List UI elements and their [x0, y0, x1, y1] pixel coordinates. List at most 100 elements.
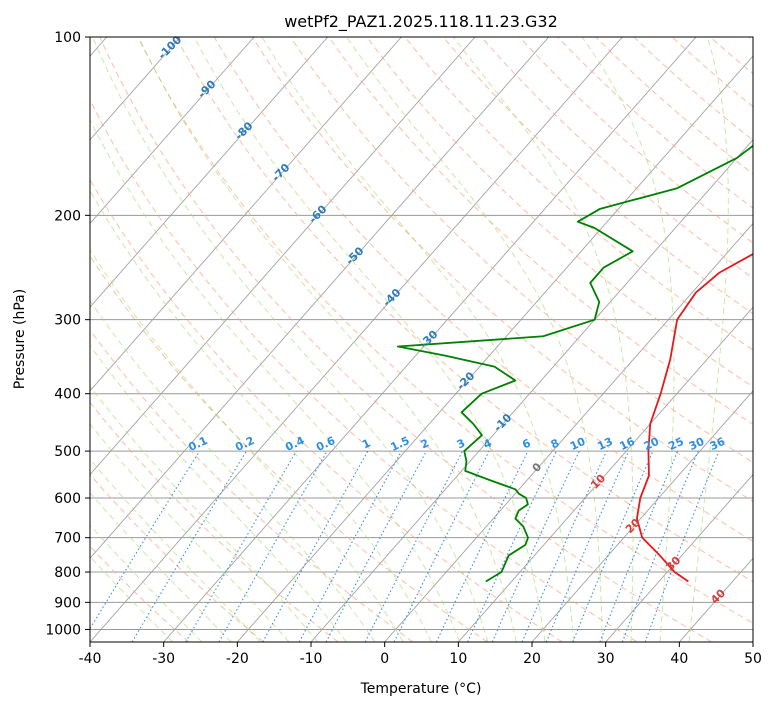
moist-adiabat-lines — [90, 37, 729, 642]
mixing-ratio-line — [491, 450, 580, 642]
moist-adiabat — [90, 344, 347, 642]
y-tick-label: 300 — [54, 313, 81, 329]
dry-adiabat — [90, 98, 638, 642]
y-tick-label: 700 — [54, 531, 81, 547]
isotherm--40 — [90, 37, 623, 642]
isotherm--90 — [90, 37, 255, 225]
moist-adiabat — [90, 458, 261, 642]
mixing-ratio-line — [467, 450, 558, 642]
mixing-ratio-label: 10 — [568, 435, 588, 453]
moist-adiabat — [92, 37, 489, 642]
mixing-ratio-line — [90, 450, 200, 630]
mixing-ratio-line — [218, 450, 328, 642]
y-tick-label: 800 — [54, 565, 81, 581]
x-tick-label: -10 — [300, 651, 323, 667]
mixing-ratio-label: 30 — [687, 435, 707, 453]
dewpoint-trace — [397, 144, 753, 583]
moist-adiabat — [90, 423, 290, 642]
x-tick-label: 30 — [597, 651, 615, 667]
dry-adiabat — [90, 255, 488, 642]
moist-adiabat — [90, 248, 404, 642]
dry-adiabat — [90, 178, 563, 642]
moist-adiabat — [90, 299, 376, 642]
mixing-ratio-line — [572, 450, 654, 642]
mixing-ratio-label: 20 — [642, 435, 662, 453]
dry-adiabat — [404, 37, 753, 351]
chart-title: wetPf2_PAZ1.2025.118.11.23.G32 — [284, 12, 558, 32]
isotherm--60 — [90, 37, 476, 476]
mixing-ratio-label: 25 — [666, 435, 685, 453]
isotherm--50 — [90, 37, 550, 559]
mixing-ratio-line — [185, 450, 297, 642]
dry-adiabat — [633, 37, 753, 141]
dry-adiabat — [328, 37, 753, 425]
isotherm-0 — [384, 222, 753, 642]
plot-area — [90, 37, 753, 642]
mixing-ratio-line — [521, 450, 608, 642]
y-tick-label: 1000 — [45, 622, 81, 638]
x-tick-label: -30 — [152, 651, 175, 667]
mixing-ratio-line — [435, 450, 529, 642]
isobar-lines — [90, 37, 753, 630]
moist-adiabat — [193, 37, 546, 642]
moist-adiabat — [452, 37, 634, 642]
isotherm-20 — [531, 390, 753, 642]
dry-adiabat-lines — [90, 37, 753, 642]
x-tick-label: 10 — [449, 651, 467, 667]
temperature-trace — [636, 253, 753, 583]
y-tick-label: 200 — [54, 208, 81, 224]
x-tick-label: -40 — [79, 651, 102, 667]
isotherm--100 — [90, 37, 181, 141]
dry-adiabat — [99, 37, 712, 642]
y-axis-title: Pressure (hPa) — [12, 289, 28, 389]
dry-adiabat — [442, 37, 753, 315]
y-tick-label: 900 — [54, 595, 81, 611]
mixing-ratio-line — [393, 450, 490, 642]
moist-adiabat — [90, 385, 319, 642]
isotherm-30 — [605, 473, 753, 642]
dry-adiabat — [90, 473, 264, 642]
x-tick-label: 50 — [744, 651, 762, 667]
moist-adiabat — [90, 118, 461, 642]
dry-adiabat — [175, 37, 753, 583]
isotherm--70 — [90, 37, 402, 392]
moist-adiabat — [688, 37, 729, 642]
moist-adiabat — [261, 37, 575, 642]
dry-adiabat — [557, 37, 753, 209]
sounding-traces — [397, 144, 753, 583]
isotherm--30 — [163, 37, 697, 642]
dry-adiabat — [595, 37, 753, 175]
mixing-ratio-line — [131, 450, 247, 642]
y-tick-label: 400 — [54, 387, 81, 403]
dry-adiabat — [213, 37, 753, 542]
x-tick-label: -20 — [226, 651, 249, 667]
mixing-ratio-label: 16 — [618, 435, 638, 453]
mixing-ratio-label: 13 — [595, 435, 614, 453]
mixing-ratio-line — [298, 450, 403, 642]
dry-adiabat — [251, 37, 753, 502]
moist-adiabat — [581, 37, 675, 642]
dry-adiabat — [290, 37, 753, 464]
plot-frame — [89, 36, 754, 643]
mixing-ratio-line — [262, 450, 369, 642]
isotherm-10 — [457, 306, 753, 642]
moist-adiabat — [138, 37, 517, 642]
y-tick-label: 600 — [54, 491, 81, 507]
isotherm--80 — [90, 37, 329, 308]
y-tick-label: 100 — [54, 30, 81, 46]
mixing-ratio-lines — [90, 450, 720, 642]
x-axis-title: Temperature (°C) — [360, 681, 482, 697]
y-tick-label: 500 — [54, 444, 81, 460]
isotherm-lines — [90, 37, 753, 642]
mixing-ratio-label: 36 — [708, 435, 728, 453]
x-tick-label: 0 — [380, 651, 389, 667]
moist-adiabat — [90, 189, 432, 642]
moist-adiabat — [346, 37, 603, 642]
x-tick-label: 40 — [670, 651, 688, 667]
dry-adiabat — [90, 329, 414, 642]
dry-adiabat — [137, 37, 753, 624]
x-tick-label: 20 — [523, 651, 541, 667]
axes: -40 -30 -20 -10 0 10 20 30 40 50 1000 900 800 700 600 5… — [45, 30, 762, 667]
